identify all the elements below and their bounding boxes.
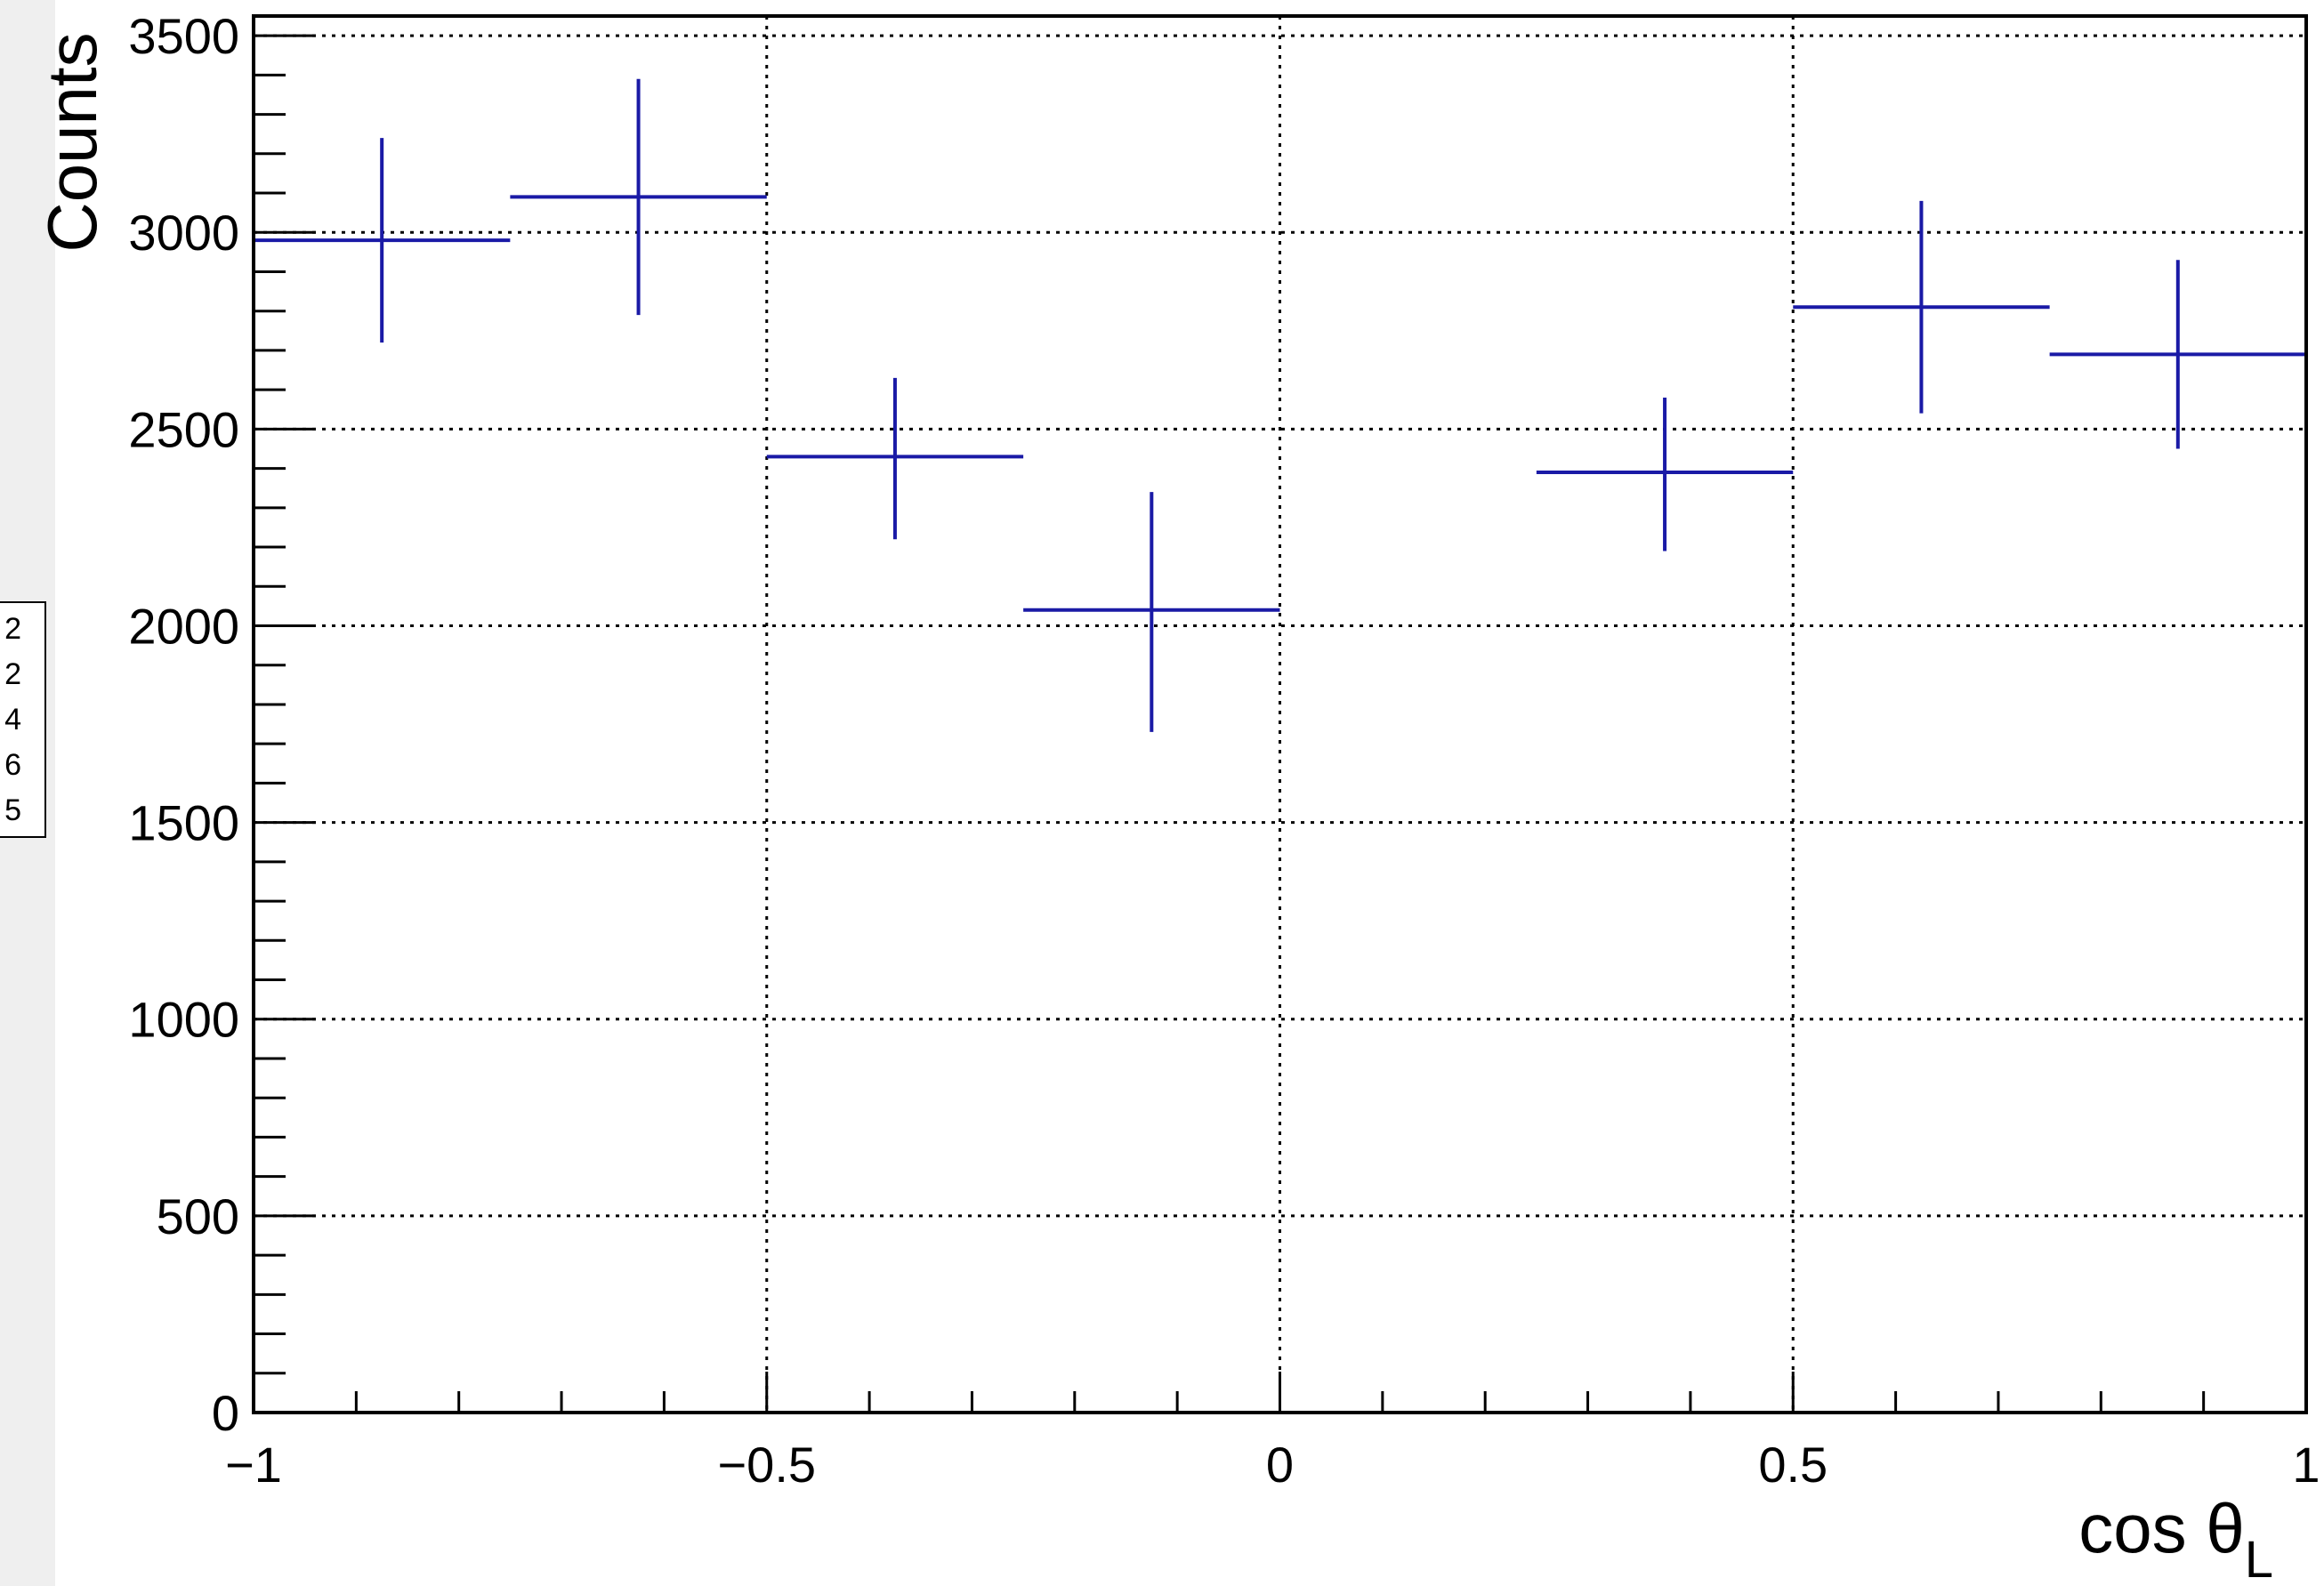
- x-tick-labels: −1 −0.5 0 0.5 1: [225, 1437, 2320, 1493]
- stats-line: 6: [4, 748, 21, 782]
- x-axis-title-subscript: L: [2245, 1531, 2273, 1586]
- y-tick-label: 3000: [128, 205, 239, 261]
- y-tick-label: 2000: [128, 598, 239, 654]
- x-axis-title-main: cos θ: [2078, 1489, 2244, 1567]
- data-point: [766, 377, 1024, 540]
- data-points: [254, 78, 2306, 732]
- y-tick-label: 2500: [128, 401, 239, 457]
- y-tick-label: 3500: [128, 8, 239, 64]
- x-tick-label: 1: [2292, 1437, 2320, 1493]
- y-tick-label: 0: [212, 1385, 239, 1441]
- stats-line: 2: [4, 657, 21, 691]
- x-tick-label: −1: [225, 1437, 282, 1493]
- plot-frame: [252, 14, 2308, 1414]
- y-tick-label: 1000: [128, 992, 239, 1048]
- stats-line: 4: [4, 703, 21, 737]
- y-tick-label: 1500: [128, 795, 239, 851]
- data-point: [2049, 260, 2306, 449]
- data-point: [1536, 397, 1794, 551]
- stats-box: 2 2 4 6 5: [0, 601, 46, 838]
- x-tick-label: 0.5: [1758, 1437, 1828, 1493]
- data-point: [510, 78, 767, 316]
- data-point: [1023, 492, 1280, 732]
- stats-line: 2: [4, 612, 21, 646]
- x-tick-label: 0: [1266, 1437, 1294, 1493]
- x-tick-label: −0.5: [717, 1437, 816, 1493]
- y-axis-title: Counts: [33, 32, 111, 252]
- grid-lines: [254, 16, 2306, 1413]
- data-point: [1793, 200, 2050, 414]
- x-axis-title: cos θL: [2078, 1489, 2273, 1586]
- y-tick-labels: 0 500 1000 1500 2000 2500 3000 3500: [128, 8, 239, 1441]
- y-tick-label: 500: [157, 1188, 239, 1244]
- stats-line: 5: [4, 793, 21, 827]
- data-point: [254, 138, 511, 343]
